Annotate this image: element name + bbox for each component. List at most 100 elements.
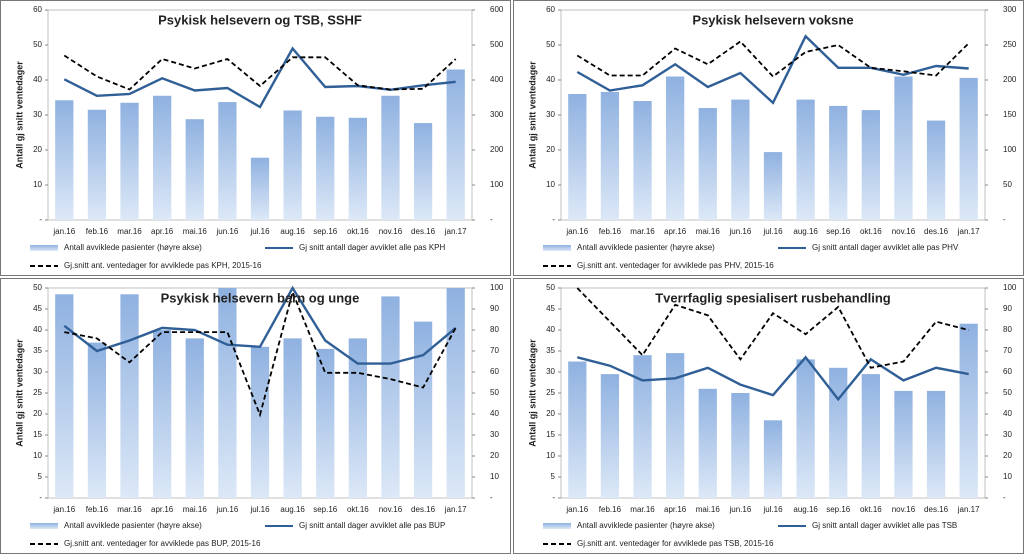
x-tick-label: mai.16 [696, 227, 721, 236]
x-tick-label: sep.16 [313, 505, 338, 514]
y-tick-label: - [552, 493, 555, 502]
bar [250, 157, 270, 220]
chart-panel: - 5 10 15 20 25 30 35 40 45 50 - 10 20 30 40 50 60 70 80 90 1… [0, 278, 511, 554]
y-tick-label: 30 [546, 110, 555, 119]
x-tick-label: jul.16 [762, 505, 783, 514]
bar [731, 99, 750, 220]
bar [600, 91, 620, 221]
legend-label: Antall avviklede pasienter (høyre akse) [64, 521, 202, 530]
y2-tick-label: - [1003, 215, 1006, 224]
y-axis-label: Antall gj snitt ventedager [527, 339, 537, 447]
y2-tick-label: 40 [1003, 409, 1012, 418]
y2-tick-label: 80 [1003, 325, 1012, 334]
legend-swatch [543, 523, 571, 529]
y-tick-label: 5 [551, 472, 556, 481]
y-tick-label: 30 [33, 110, 42, 119]
y-tick-label: 30 [546, 367, 555, 376]
y-tick-label: 45 [546, 304, 555, 313]
line-series [64, 289, 457, 418]
bar [185, 119, 204, 220]
y2-tick-label: 100 [1003, 283, 1017, 292]
x-tick-label: mai.16 [183, 505, 208, 514]
y-tick-label: 60 [33, 5, 42, 14]
bar [348, 338, 367, 498]
bar [381, 296, 400, 498]
y2-tick-label: 40 [490, 409, 499, 418]
bar [861, 374, 880, 498]
bar [153, 330, 172, 498]
chart-title: Psykisk helsevern barn og unge [161, 290, 360, 305]
x-tick-label: jan.17 [957, 227, 980, 236]
y2-tick-label: 150 [1003, 110, 1017, 119]
bar [568, 94, 587, 220]
y-axis-label: Antall gj snitt ventedager [14, 61, 24, 169]
bar [763, 420, 783, 498]
y-tick-label: 10 [546, 180, 555, 189]
bar [829, 367, 848, 498]
x-tick-label: feb.16 [86, 227, 109, 236]
x-tick-label: jun.16 [728, 227, 751, 236]
y2-tick-label: 30 [1003, 430, 1012, 439]
x-tick-label: jul.16 [762, 227, 783, 236]
y-tick-label: 20 [33, 145, 42, 154]
bar [413, 123, 433, 220]
bar [87, 109, 107, 220]
x-tick-label: des.16 [411, 227, 436, 236]
y-tick-label: 20 [546, 145, 555, 154]
bar [926, 390, 946, 498]
bar [446, 69, 465, 220]
x-tick-label: nov.16 [892, 227, 916, 236]
chart-panel: - 5 10 15 20 25 30 35 40 45 50 - 10 20 30 40 50 60 70 80 90 1… [513, 278, 1024, 554]
y-tick-label: 35 [546, 346, 555, 355]
x-tick-label: jan.16 [52, 505, 75, 514]
legend-label: Gj snitt antall dager avviklet alle pas … [812, 243, 959, 252]
y-tick-label: 50 [33, 40, 42, 49]
legend-label: Gj snitt antall dager avviklet alle pas … [299, 243, 446, 252]
y-tick-label: 60 [546, 5, 555, 14]
y2-tick-label: 200 [1003, 75, 1017, 84]
x-tick-label: des.16 [924, 505, 949, 514]
x-tick-label: mai.16 [183, 227, 208, 236]
y2-tick-label: 90 [490, 304, 499, 313]
x-tick-label: apr.16 [151, 505, 174, 514]
bar [218, 102, 237, 220]
y2-tick-label: 70 [1003, 346, 1012, 355]
x-tick-label: nov.16 [379, 227, 403, 236]
y2-tick-label: 100 [1003, 145, 1017, 154]
y2-tick-label: - [490, 215, 493, 224]
y2-tick-label: 90 [1003, 304, 1012, 313]
x-tick-label: sep.16 [826, 227, 851, 236]
bar [218, 288, 237, 498]
y2-tick-label: 20 [490, 451, 499, 460]
x-tick-label: sep.16 [313, 227, 338, 236]
x-tick-label: aug.16 [793, 227, 818, 236]
bar [120, 102, 139, 220]
x-tick-label: jan.17 [957, 505, 980, 514]
bar [829, 105, 848, 220]
bar [959, 77, 978, 221]
bar [87, 342, 107, 498]
legend-swatch [30, 245, 58, 251]
bar [55, 294, 74, 498]
bar [153, 95, 172, 220]
legend-label: Gj snitt antall dager avviklet alle pas … [299, 521, 445, 530]
x-tick-label: jun.16 [728, 505, 751, 514]
bar [731, 393, 750, 498]
y2-tick-label: 60 [490, 367, 499, 376]
x-tick-label: jan.16 [565, 505, 588, 514]
y-tick-label: 50 [33, 283, 42, 292]
chart-panel: - 10 20 30 40 50 60 - 100 200 300 400 500 600 jan.16 fe… [0, 0, 511, 276]
x-tick-label: nov.16 [892, 505, 916, 514]
line-series [577, 355, 969, 402]
y2-tick-label: 10 [490, 472, 499, 481]
y-tick-label: 50 [546, 40, 555, 49]
y-tick-label: 50 [546, 283, 555, 292]
bar [283, 110, 302, 220]
x-tick-label: mar.16 [630, 505, 655, 514]
bar [666, 76, 685, 220]
legend-label: Antall avviklede pasienter (høyre akse) [577, 243, 715, 252]
legend-label: Gj.snitt ant. ventedager for avviklede p… [577, 261, 774, 270]
bar [894, 390, 913, 498]
y2-tick-label: 100 [490, 180, 504, 189]
y-tick-label: 45 [33, 304, 42, 313]
